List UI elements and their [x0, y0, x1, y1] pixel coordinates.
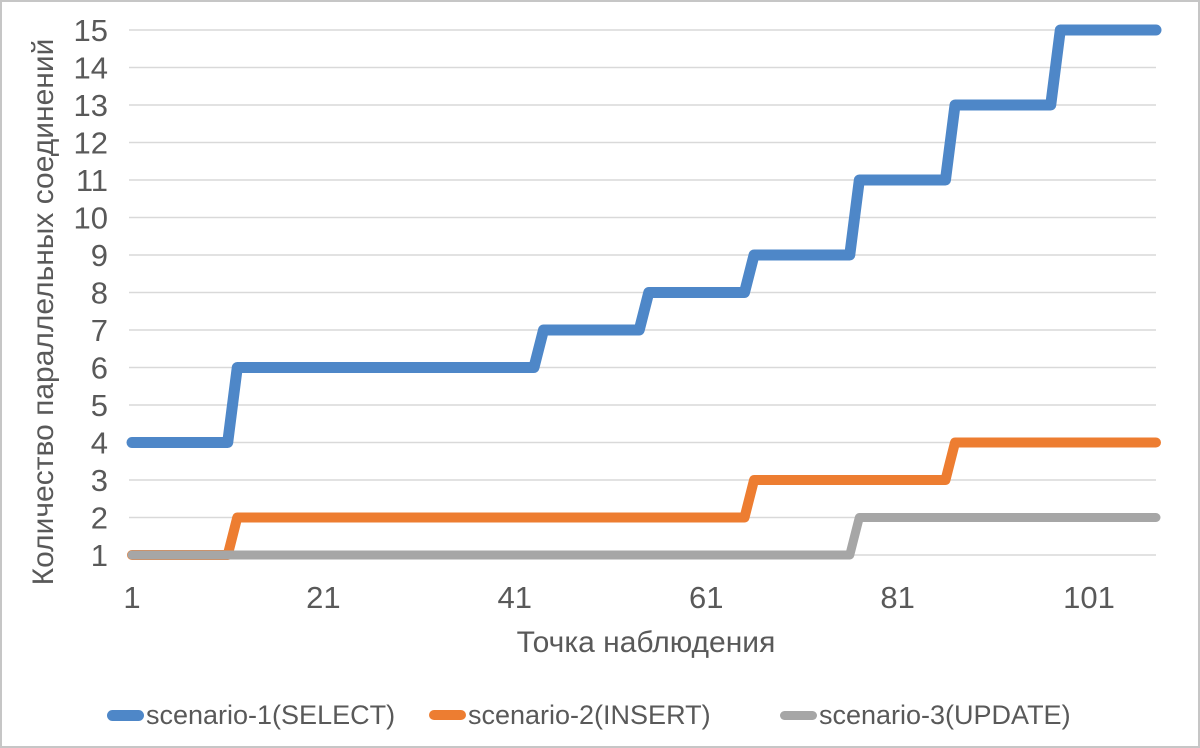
- legend-item-scenario-3: scenario-3(UPDATE): [780, 700, 1071, 730]
- y-tick-label: 11: [76, 163, 108, 198]
- y-tick-label: 14: [74, 51, 108, 86]
- legend-swatch-scenario-2: [429, 710, 466, 720]
- y-axis-title: Количество параллельных соединений: [27, 38, 60, 586]
- y-tick-label: 5: [91, 388, 108, 423]
- x-tick-label: 41: [498, 580, 532, 615]
- x-tick-label: 61: [689, 580, 723, 615]
- legend-swatch-scenario-1: [107, 709, 144, 721]
- y-tick-label: 2: [91, 501, 108, 536]
- x-tick-label: 21: [306, 580, 340, 615]
- y-tick-label: 8: [91, 276, 108, 311]
- y-tick-label: 12: [74, 126, 108, 161]
- legend-item-scenario-1: scenario-1(SELECT): [107, 700, 395, 730]
- y-tick-label: 4: [91, 426, 108, 461]
- y-tick-label: 10: [74, 201, 108, 236]
- x-axis-title: Точка наблюдения: [516, 626, 776, 659]
- legend-item-scenario-2: scenario-2(INSERT): [429, 700, 711, 730]
- series-line-1: [126, 24, 1162, 448]
- x-tick-label: 81: [880, 580, 914, 615]
- y-tick-label: 6: [91, 351, 108, 386]
- y-tick-label: 1: [91, 538, 108, 573]
- y-tick-label: 15: [74, 13, 108, 48]
- x-tick-label: 1: [123, 580, 140, 615]
- y-tick-label: 3: [91, 463, 108, 498]
- y-tick-label: 9: [91, 238, 108, 273]
- legend-label-scenario-2: scenario-2(INSERT): [468, 699, 711, 730]
- legend-label-scenario-1: scenario-1(SELECT): [146, 699, 396, 730]
- y-tick-label: 7: [91, 313, 108, 348]
- series-line-2: [127, 437, 1161, 560]
- series-line-3: [127, 513, 1161, 560]
- y-tick-label: 13: [74, 88, 108, 123]
- legend-swatch-scenario-3: [780, 710, 817, 720]
- x-tick-label: 101: [1063, 580, 1115, 615]
- legend-label-scenario-3: scenario-3(UPDATE): [819, 699, 1071, 730]
